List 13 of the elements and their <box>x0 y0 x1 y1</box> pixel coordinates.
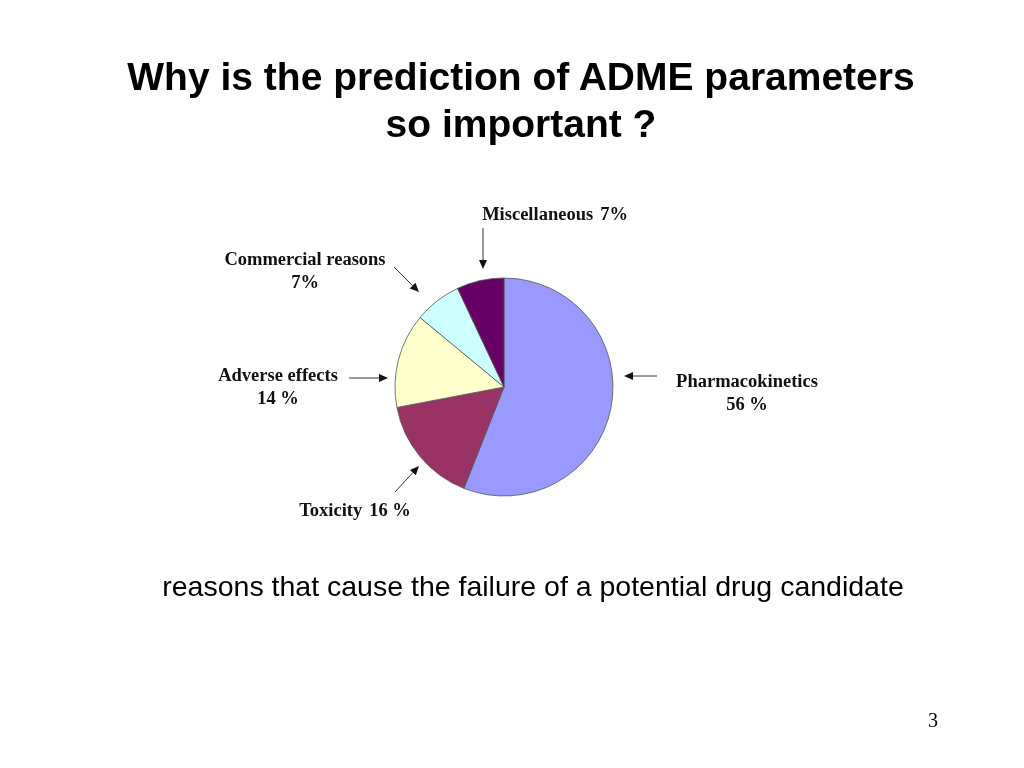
slice-label: Commercial reasons <box>224 249 386 269</box>
slice-label: Pharmacokinetics <box>676 371 818 391</box>
text: 3 <box>928 709 938 731</box>
chart-title: Why is the prediction of ADME parameters so important ? <box>127 55 915 145</box>
slice-label: Adverse effects <box>218 365 338 385</box>
slice-label: Miscellaneous <box>482 204 594 224</box>
data-label: 16 % <box>369 500 411 520</box>
data-label: 56 % <box>726 394 768 414</box>
text: reasons that cause the failure of a potential drug candidate <box>162 570 904 602</box>
slice-label: Toxicity <box>299 500 363 520</box>
data-label: 14 % <box>257 388 299 408</box>
data-label: 7% <box>291 272 319 292</box>
data-label: 7% <box>600 204 628 224</box>
